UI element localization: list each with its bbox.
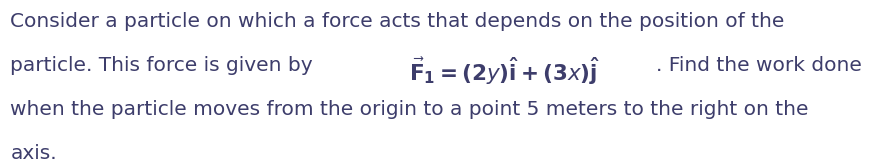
Text: axis.: axis. <box>10 144 57 163</box>
Text: particle. This force is given by: particle. This force is given by <box>10 56 320 75</box>
Text: $\vec{\mathbf{F}}_{\mathbf{1}}\mathbf{=(2}\mathit{y}\mathbf{)\hat{i}+(3}\mathit{: $\vec{\mathbf{F}}_{\mathbf{1}}\mathbf{=(… <box>409 56 600 87</box>
Text: . Find the work done by this force: . Find the work done by this force <box>656 56 869 75</box>
Text: when the particle moves from the origin to a point 5 meters to the right on the: when the particle moves from the origin … <box>10 100 815 119</box>
Text: Consider a particle on which a force acts that depends on the position of the: Consider a particle on which a force act… <box>10 12 785 31</box>
